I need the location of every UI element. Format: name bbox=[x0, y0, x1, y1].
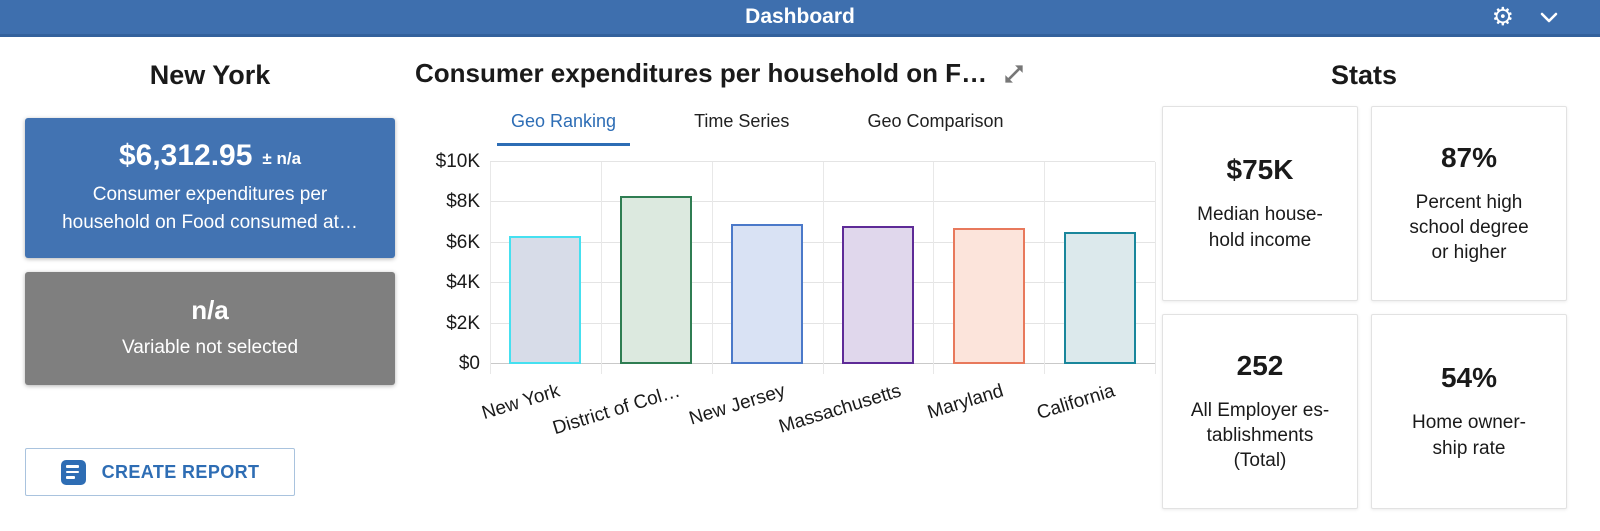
y-tick-label: $10K bbox=[435, 151, 480, 172]
primary-metric-value: $6,312.95 bbox=[118, 139, 253, 173]
y-tick-label: $4K bbox=[446, 272, 480, 294]
expand-icon[interactable] bbox=[1001, 61, 1027, 87]
secondary-metric-card[interactable]: n/a Variable not selected bbox=[25, 272, 395, 385]
tab-geo-comparison[interactable]: Geo Comparison bbox=[867, 111, 1004, 131]
stat-label: Home owner- ship rate bbox=[1411, 412, 1527, 459]
y-tick-label: $6K bbox=[446, 231, 480, 253]
y-tick-label: $0 bbox=[458, 353, 480, 374]
geo-panel: New York $6,312.95 ± n/a Consumer expend… bbox=[25, 56, 395, 496]
create-report-label: CREATE REPORT bbox=[101, 461, 260, 482]
primary-metric-moe: ± n/a bbox=[262, 149, 302, 169]
stat-label: Percent high school degree or higher bbox=[1409, 191, 1529, 264]
chart-bar[interactable] bbox=[841, 225, 914, 364]
chart-title: Consumer expenditures per household on F… bbox=[415, 58, 988, 88]
gridline-v bbox=[822, 162, 824, 374]
header-actions: ⚙ bbox=[1492, 0, 1558, 34]
x-tick-label: California bbox=[1034, 380, 1117, 425]
gridline-v bbox=[933, 162, 935, 374]
stat-label: Median house- hold income bbox=[1197, 204, 1323, 251]
chart-bar[interactable] bbox=[509, 236, 582, 364]
chart-tabs: Geo Ranking Time Series Geo Comparison bbox=[497, 111, 1160, 146]
y-tick-label: $2K bbox=[446, 312, 480, 334]
chart-title-row: Consumer expenditures per household on F… bbox=[415, 58, 1160, 89]
gridline-v bbox=[711, 162, 713, 374]
x-tick-label: Massachusetts bbox=[776, 380, 904, 438]
stat-card-hs-degree[interactable]: 87% Percent high school degree or higher bbox=[1371, 106, 1567, 301]
geo-title: New York bbox=[149, 60, 271, 90]
stat-card-median-income[interactable]: $75K Median house- hold income bbox=[1162, 106, 1358, 301]
chart-bar[interactable] bbox=[620, 196, 693, 364]
x-tick-label: Maryland bbox=[924, 380, 1006, 424]
chart-bar[interactable] bbox=[1063, 231, 1136, 364]
stats-title: Stats bbox=[1330, 60, 1398, 90]
chart-y-axis: $0 $2K $4K $6K $8K $10K bbox=[415, 151, 490, 374]
x-tick-label: District of Col… bbox=[550, 380, 683, 440]
gridline-v bbox=[1155, 162, 1156, 374]
secondary-metric-value: n/a bbox=[191, 295, 229, 326]
stats-panel: Stats $75K Median house- hold income 87%… bbox=[1162, 56, 1567, 509]
stat-value: 54% bbox=[1440, 362, 1498, 394]
stat-value: 252 bbox=[1236, 349, 1284, 381]
primary-metric-card[interactable]: $6,312.95 ± n/a Consumer expenditures pe… bbox=[25, 118, 395, 258]
stats-grid: $75K Median house- hold income 87% Perce… bbox=[1162, 106, 1567, 509]
x-tick-label: New Jersey bbox=[686, 380, 788, 430]
stat-card-home-ownership[interactable]: 54% Home owner- ship rate bbox=[1371, 314, 1567, 509]
stat-value: 87% bbox=[1440, 141, 1498, 173]
create-report-button[interactable]: CREATE REPORT bbox=[25, 448, 295, 496]
gridline-v bbox=[600, 162, 602, 374]
tab-time-series[interactable]: Time Series bbox=[694, 111, 790, 131]
chevron-down-icon[interactable] bbox=[1540, 12, 1558, 23]
app-header: Dashboard ⚙ bbox=[0, 0, 1600, 37]
secondary-metric-description: Variable not selected bbox=[121, 337, 299, 359]
gear-icon[interactable]: ⚙ bbox=[1491, 2, 1514, 31]
chart-panel: Consumer expenditures per household on F… bbox=[415, 58, 1160, 454]
stat-card-establishments[interactable]: 252 All Employer es- tablishments (Total… bbox=[1162, 314, 1358, 509]
report-document-icon bbox=[60, 459, 86, 485]
gridline-v bbox=[1044, 162, 1046, 374]
stat-value: $75K bbox=[1226, 154, 1294, 186]
bar-chart: $0 $2K $4K $6K $8K $10K bbox=[415, 151, 1160, 374]
chart-x-axis: New York District of Col… New Jersey Massac… bbox=[480, 364, 1155, 454]
gridline-v bbox=[490, 162, 491, 374]
primary-metric-description: Consumer expenditures per household on F… bbox=[62, 184, 358, 233]
tab-geo-ranking[interactable]: Geo Ranking bbox=[497, 111, 631, 146]
stat-label: All Employer es- tablishments (Total) bbox=[1190, 399, 1330, 472]
chart-bar[interactable] bbox=[952, 227, 1025, 364]
gridline-h bbox=[490, 161, 1155, 162]
y-tick-label: $8K bbox=[446, 191, 480, 213]
chart-bar[interactable] bbox=[731, 223, 804, 364]
primary-metric-value-row: $6,312.95 ± n/a bbox=[119, 139, 301, 173]
app-title: Dashboard bbox=[745, 5, 855, 28]
chart-plot bbox=[490, 161, 1156, 374]
